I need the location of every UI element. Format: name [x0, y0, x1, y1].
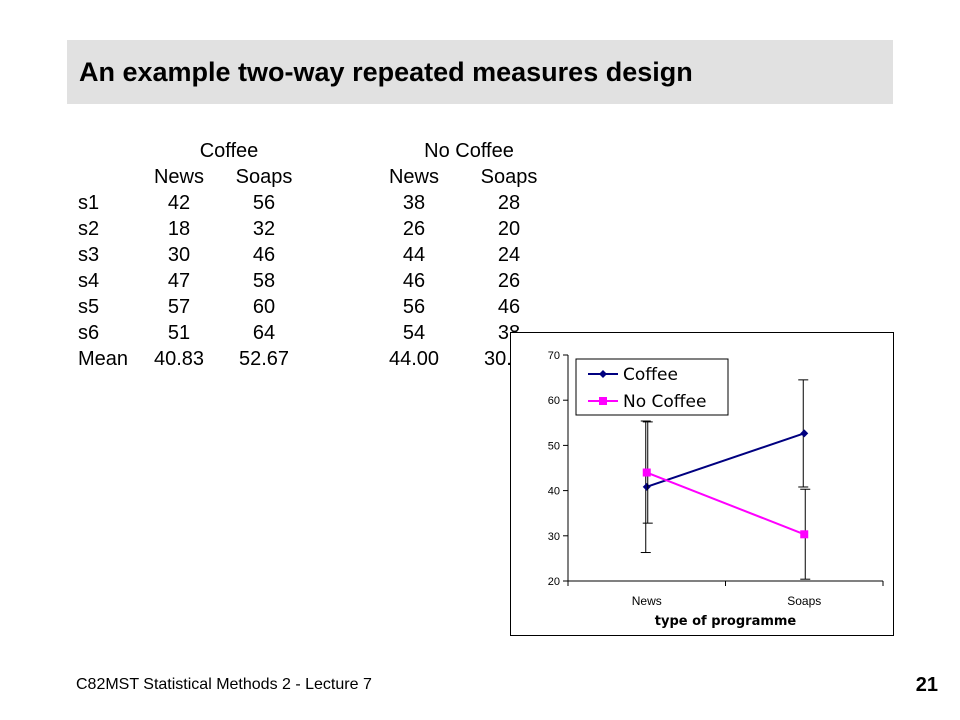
y-tick-label: 50 — [548, 440, 560, 452]
row-label: s6 — [78, 321, 100, 344]
table-cell: 64 — [252, 321, 276, 344]
title-bar: An example two-way repeated measures des… — [67, 40, 893, 104]
y-tick-label: 20 — [548, 576, 560, 588]
table-cell: 38 — [402, 191, 426, 214]
footer-text: C82MST Statistical Methods 2 - Lecture 7 — [76, 676, 372, 693]
series-no-coffee-line — [646, 471, 805, 536]
sub-header: Soaps — [235, 165, 293, 188]
table-cell: 44.00 — [388, 347, 440, 370]
table-row: s5 57 60 56 46 — [72, 294, 564, 320]
table-cell: 47 — [167, 269, 191, 292]
series-no-coffee-point — [800, 530, 809, 539]
table-row: Mean 40.83 52.67 44.00 30.33 — [72, 346, 564, 372]
table-cell: 57 — [167, 295, 191, 318]
slide-title: An example two-way repeated measures des… — [79, 56, 693, 87]
table-cell: 24 — [497, 243, 521, 266]
table-cell: 58 — [252, 269, 276, 292]
table-body: s1 42 56 38 28 s2 18 32 26 20 s3 30 46 44 24 s4 47 58 46 26… — [72, 190, 564, 372]
row-label: s2 — [78, 217, 100, 240]
table-cell: 56 — [252, 191, 276, 214]
series-no-coffee-point — [642, 468, 651, 477]
table-row: s4 47 58 46 26 — [72, 268, 564, 294]
table-cell: 28 — [497, 191, 521, 214]
table-cell: 40.83 — [153, 347, 205, 370]
table-cell: 30 — [167, 243, 191, 266]
legend-box — [575, 358, 729, 416]
table-cell: 20 — [497, 217, 521, 240]
table-cell: 51 — [167, 321, 191, 344]
row-label: s1 — [78, 191, 100, 214]
table-cell: 60 — [252, 295, 276, 318]
table-row: s2 18 32 26 20 — [72, 216, 564, 242]
sub-header-row: News Soaps News Soaps — [72, 164, 564, 190]
data-table: Coffee No Coffee News Soaps News Soaps s… — [72, 138, 564, 372]
table-row: s1 42 56 38 28 — [72, 190, 564, 216]
table-cell: 42 — [167, 191, 191, 214]
table-cell: 46 — [497, 295, 521, 318]
sub-header: News — [153, 165, 204, 188]
series-coffee-line — [646, 432, 805, 488]
y-tick-label: 40 — [548, 486, 560, 498]
chart-svg: 20 30 40 50 60 70 News Soaps type of programme Co… — [548, 350, 884, 629]
table-cell: 56 — [402, 295, 426, 318]
table-cell: 18 — [167, 217, 191, 240]
legend-marker — [599, 397, 607, 405]
table-cell: 26 — [402, 217, 426, 240]
table-cell: 46 — [402, 269, 426, 292]
table-cell: 54 — [402, 321, 426, 344]
sub-header: News — [388, 165, 439, 188]
table-cell: 52.67 — [238, 347, 290, 370]
group-header-no-coffee: No Coffee — [424, 139, 514, 162]
y-tick-label: 30 — [548, 531, 560, 543]
table-cell: 46 — [252, 243, 276, 266]
legend-label: Coffee — [623, 365, 678, 385]
y-tick-label: 70 — [548, 350, 560, 362]
series-coffee-point — [800, 429, 809, 438]
row-label: s4 — [78, 269, 100, 292]
legend-label: No Coffee — [623, 392, 706, 412]
table-cell: 32 — [252, 217, 276, 240]
table-cell: 44 — [402, 243, 426, 266]
series-coffee-point — [642, 482, 651, 491]
sub-header: Soaps — [480, 165, 538, 188]
y-tick-label: 60 — [548, 395, 560, 407]
group-header-row: Coffee No Coffee — [72, 138, 564, 164]
x-axis-title: type of programme — [655, 614, 797, 629]
group-header-coffee: Coffee — [199, 139, 259, 162]
table-row: s3 30 46 44 24 — [72, 242, 564, 268]
row-label: s5 — [78, 295, 100, 318]
row-label: Mean — [78, 347, 129, 370]
row-label: s3 — [78, 243, 100, 266]
table-cell: 26 — [497, 269, 521, 292]
x-tick-label: Soaps — [787, 594, 821, 608]
page-number: 21 — [915, 674, 938, 696]
legend-marker — [599, 370, 607, 378]
table-row: s6 51 64 54 38 — [72, 320, 564, 346]
interaction-chart: 20 30 40 50 60 70 News Soaps type of programme Co… — [510, 332, 894, 636]
x-tick-label: News — [632, 594, 662, 608]
